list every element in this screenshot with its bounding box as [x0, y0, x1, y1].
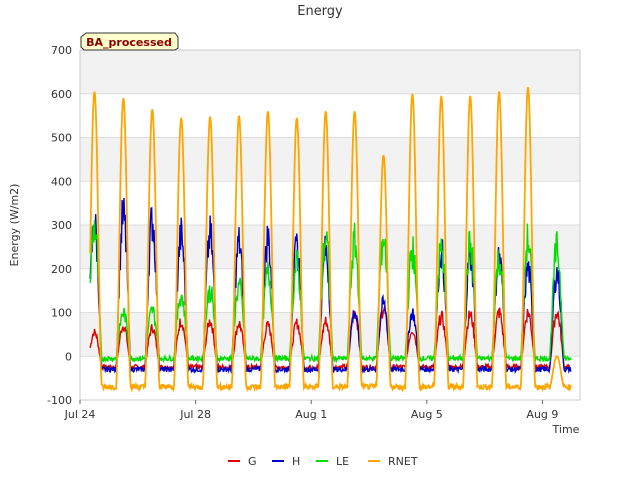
y-tick-label: 300	[51, 219, 72, 232]
y-tick-label: 400	[51, 175, 72, 188]
y-tick-label: -100	[47, 394, 72, 407]
legend: G H LE RNET	[228, 455, 418, 468]
x-tick-label: Jul 24	[64, 408, 96, 421]
band	[80, 93, 580, 138]
series-lines	[89, 87, 572, 393]
ba-processed-badge: BA_processed	[80, 32, 179, 51]
plot-area-border	[79, 49, 581, 401]
y-tick-label: 100	[51, 307, 72, 320]
series-line-rnet	[89, 87, 572, 393]
band	[80, 356, 580, 400]
x-axis-label: Time	[552, 423, 580, 436]
y-axis-ticks: -100 0 100 200 300 400 500 600 700	[47, 44, 72, 407]
y-tick-label: 200	[51, 263, 72, 276]
x-axis-ticks: Jul 24 Jul 28 Aug 1 Aug 5 Aug 9	[64, 400, 558, 421]
y-tick-label: 700	[51, 44, 72, 57]
band	[80, 50, 580, 94]
legend-label-le: LE	[336, 455, 349, 468]
y-tick-label: 0	[65, 350, 72, 363]
y-tick-label: 600	[51, 88, 72, 101]
x-tick-label: Aug 5	[411, 408, 443, 421]
x-tick-label: Jul 28	[179, 408, 211, 421]
chart-title: Energy	[297, 4, 343, 19]
y-tick-label: 500	[51, 132, 72, 145]
legend-label-rnet: RNET	[388, 455, 418, 468]
legend-label-g: G	[248, 455, 257, 468]
badge-label: BA_processed	[86, 36, 172, 49]
legend-label-h: H	[292, 455, 300, 468]
x-tick-label: Aug 9	[526, 408, 558, 421]
x-tick-label: Aug 1	[295, 408, 327, 421]
y-axis-label: Energy (W/m2)	[8, 184, 21, 267]
